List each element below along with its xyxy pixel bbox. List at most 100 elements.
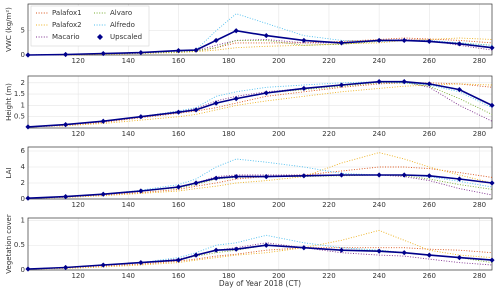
- x-tick-label: 160: [172, 272, 185, 280]
- data-point: [193, 252, 199, 258]
- x-tick-label: 260: [423, 130, 436, 138]
- data-point: [193, 107, 199, 113]
- data-point: [175, 184, 182, 190]
- x-tick-label: 240: [372, 201, 385, 209]
- data-point: [138, 188, 144, 194]
- data-point: [426, 173, 432, 179]
- y-tick-label: 0.5: [14, 241, 25, 249]
- data-point: [338, 247, 345, 253]
- series-line: [27, 247, 493, 270]
- data-point: [263, 32, 269, 39]
- data-point: [456, 255, 462, 261]
- x-tick-label: 200: [272, 272, 285, 280]
- x-tick-label: 280: [473, 201, 486, 209]
- y-tick-label: 4: [21, 163, 26, 171]
- data-point: [301, 85, 307, 92]
- data-point: [100, 191, 106, 197]
- y-axis-label: Height (m): [5, 83, 13, 121]
- data-point: [213, 175, 219, 181]
- legend-label: Alfredo: [110, 21, 135, 29]
- data-point: [63, 122, 69, 128]
- data-point: [301, 173, 307, 179]
- data-point: [233, 246, 239, 252]
- data-point: [426, 38, 432, 44]
- data-point: [456, 176, 462, 182]
- data-point: [489, 257, 495, 263]
- data-point: [376, 37, 382, 44]
- data-point: [301, 245, 307, 251]
- data-point: [301, 37, 307, 44]
- x-tick-label: 180: [222, 130, 235, 138]
- legend-marker: [97, 34, 103, 40]
- data-point: [213, 37, 219, 44]
- data-point: [263, 90, 269, 96]
- data-point: [100, 262, 106, 268]
- axes-frame: [27, 146, 493, 200]
- y-tick-label: 1.5: [14, 90, 25, 98]
- x-tick-label: 220: [322, 272, 335, 280]
- y-tick-label: 2: [21, 179, 25, 187]
- data-point: [175, 109, 182, 115]
- axes-frame: [27, 75, 493, 129]
- x-tick-label: 160: [172, 130, 185, 138]
- x-tick-label: 220: [322, 130, 335, 138]
- x-tick-label: 280: [473, 130, 486, 138]
- x-tick-label: 120: [71, 130, 84, 138]
- data-point: [193, 180, 199, 186]
- x-tick-label: 240: [372, 130, 385, 138]
- data-point: [233, 174, 239, 180]
- data-point: [338, 82, 345, 88]
- data-point: [456, 41, 462, 47]
- data-point: [426, 81, 432, 87]
- x-tick-label: 260: [423, 201, 436, 209]
- x-tick-label: 200: [272, 57, 285, 65]
- data-point: [25, 195, 31, 201]
- y-tick-label: 5: [21, 27, 25, 35]
- axes-frame: [27, 217, 493, 271]
- data-point: [175, 48, 182, 54]
- data-point: [376, 172, 382, 178]
- data-point: [193, 47, 199, 53]
- x-tick-label: 120: [71, 201, 84, 209]
- data-point: [63, 51, 69, 58]
- y-tick-label: 0: [21, 266, 25, 274]
- data-point: [100, 118, 106, 124]
- data-point: [401, 37, 407, 44]
- y-tick-label: 0: [21, 195, 25, 203]
- y-tick-label: 1: [21, 101, 25, 109]
- x-tick-label: 120: [71, 57, 84, 65]
- data-point: [138, 49, 144, 56]
- data-point: [138, 259, 144, 266]
- data-point: [138, 114, 144, 120]
- data-point: [25, 266, 31, 272]
- data-point: [401, 79, 407, 85]
- data-point: [489, 180, 495, 186]
- legend-label: Macario: [52, 33, 80, 41]
- legend-label: Palafox2: [52, 21, 82, 29]
- data-point: [456, 86, 462, 93]
- x-tick-label: 280: [473, 57, 486, 65]
- data-point: [376, 248, 382, 254]
- data-point: [213, 100, 219, 106]
- series-line: [27, 229, 493, 270]
- y-tick-label: 2: [21, 79, 25, 87]
- data-point: [401, 250, 407, 256]
- x-tick-label: 140: [122, 130, 135, 138]
- series-line: [27, 166, 493, 199]
- x-tick-label: 120: [71, 272, 84, 280]
- data-point: [263, 174, 269, 180]
- legend-label: Alvaro: [110, 9, 132, 17]
- data-point: [63, 194, 69, 200]
- x-tick-label: 220: [322, 57, 335, 65]
- series-line: [27, 83, 493, 128]
- y-axis-label: LAI: [5, 168, 13, 179]
- series-line: [27, 244, 493, 270]
- data-point: [233, 28, 239, 34]
- data-point: [401, 172, 407, 178]
- y-tick-label: 0.5: [14, 113, 25, 121]
- series-line: [27, 29, 493, 56]
- x-tick-label: 260: [423, 272, 436, 280]
- y-axis-label: VWC (kg/m²): [5, 7, 13, 52]
- series-line: [27, 152, 493, 199]
- y-tick-label: 1: [21, 216, 25, 224]
